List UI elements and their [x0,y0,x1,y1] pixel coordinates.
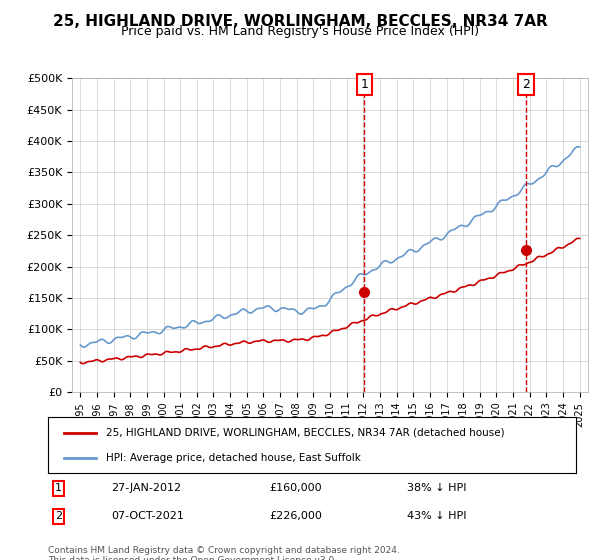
Text: 43% ↓ HPI: 43% ↓ HPI [407,511,467,521]
Text: 38% ↓ HPI: 38% ↓ HPI [407,483,467,493]
Text: 25, HIGHLAND DRIVE, WORLINGHAM, BECCLES, NR34 7AR: 25, HIGHLAND DRIVE, WORLINGHAM, BECCLES,… [53,14,547,29]
Text: 07-OCT-2021: 07-OCT-2021 [112,511,184,521]
Text: Contains HM Land Registry data © Crown copyright and database right 2024.
This d: Contains HM Land Registry data © Crown c… [48,546,400,560]
Text: £160,000: £160,000 [270,483,322,493]
Text: £226,000: £226,000 [270,511,323,521]
Text: Price paid vs. HM Land Registry's House Price Index (HPI): Price paid vs. HM Land Registry's House … [121,25,479,38]
Text: 1: 1 [55,483,62,493]
Text: 27-JAN-2012: 27-JAN-2012 [112,483,181,493]
Text: 1: 1 [361,78,368,91]
Text: 25, HIGHLAND DRIVE, WORLINGHAM, BECCLES, NR34 7AR (detached house): 25, HIGHLAND DRIVE, WORLINGHAM, BECCLES,… [106,428,505,438]
Text: 2: 2 [522,78,530,91]
Text: 2: 2 [55,511,62,521]
Text: HPI: Average price, detached house, East Suffolk: HPI: Average price, detached house, East… [106,452,361,463]
